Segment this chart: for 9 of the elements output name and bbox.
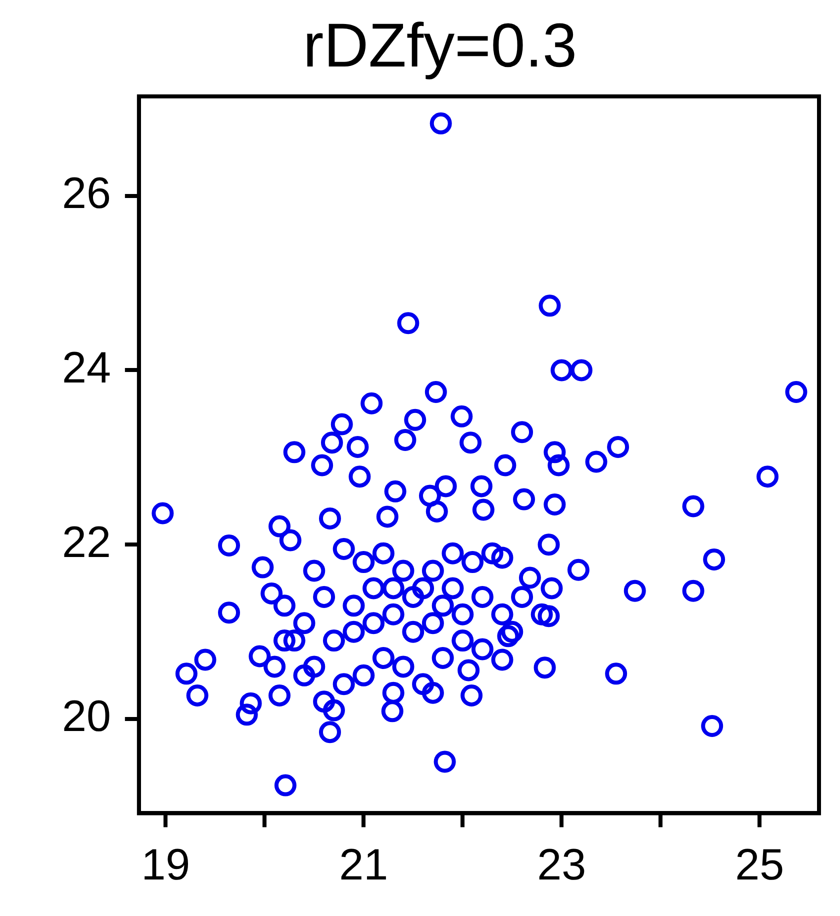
- chart-title: rDZfy=0.3: [303, 11, 577, 80]
- x-tick-label: 25: [735, 840, 784, 890]
- x-tick-label: 19: [141, 840, 190, 890]
- y-tick-label: 22: [62, 518, 111, 567]
- y-tick-label: 26: [62, 168, 111, 218]
- x-tick-label: 23: [537, 840, 586, 890]
- y-tick-label: 24: [62, 343, 111, 392]
- x-tick-label: 21: [339, 840, 388, 890]
- y-tick-label: 20: [62, 692, 111, 742]
